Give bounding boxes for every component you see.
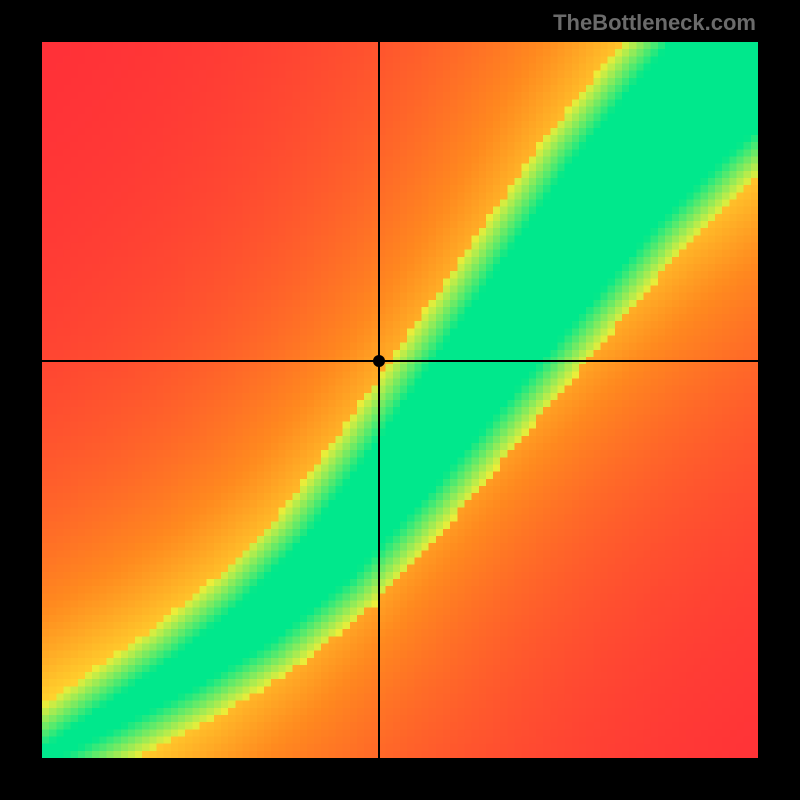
plot-area <box>42 42 758 758</box>
watermark-text: TheBottleneck.com <box>553 10 756 36</box>
crosshair-marker <box>373 355 385 367</box>
crosshair-horizontal <box>42 360 758 362</box>
crosshair-vertical <box>378 42 380 758</box>
bottleneck-heatmap <box>42 42 758 758</box>
